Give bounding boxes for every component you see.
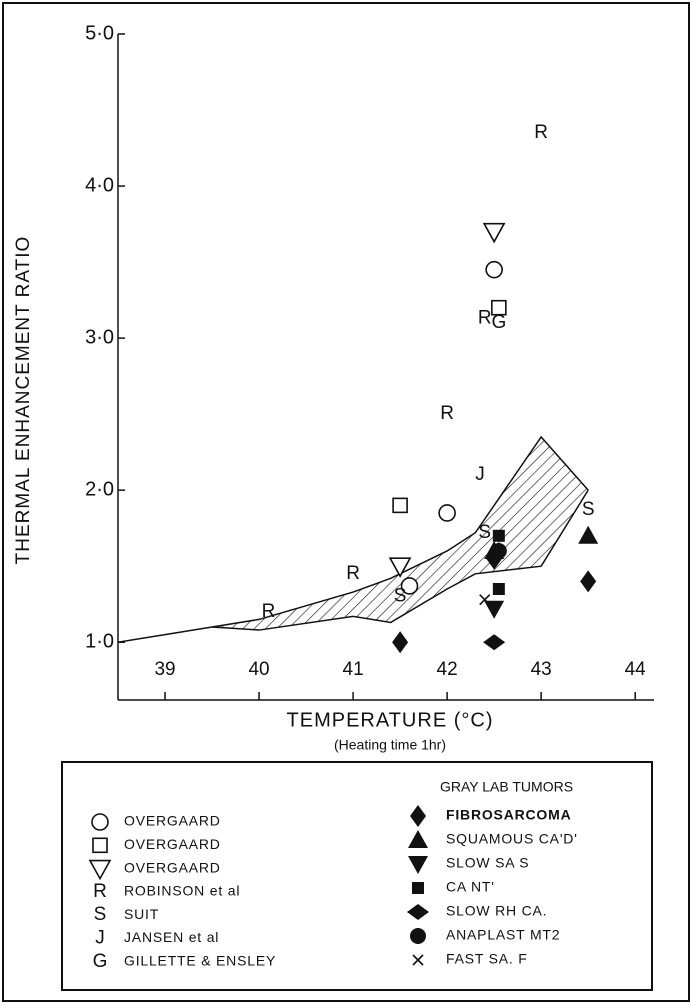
marker-letter: R: [440, 403, 454, 424]
marker-triangle: [388, 557, 412, 578]
marker-letter: R: [346, 563, 360, 584]
y-tick-label: 3·0: [85, 326, 114, 348]
marker-circle: [490, 542, 507, 559]
legend-label: OVERGAARD: [124, 859, 221, 875]
marker-circle: [438, 504, 456, 522]
marker-triangle: [88, 859, 112, 881]
legend-label: FIBROSARCOMA: [446, 807, 571, 823]
y-tick-label: 5·0: [85, 22, 114, 44]
marker-diamond: [483, 634, 506, 651]
x-tick-label: 41: [343, 659, 364, 680]
legend-label: FAST SA. F: [446, 951, 528, 967]
legend-label: SQUAMOUS CA'D': [446, 831, 578, 847]
marker-square: [492, 583, 505, 595]
y-tick-label: 1·0: [85, 631, 114, 653]
x-axis-label: TEMPERATURE (°C): [287, 709, 494, 731]
marker-x: [479, 594, 491, 606]
marker-letter: J: [95, 928, 105, 949]
x-tick-label: 44: [625, 659, 647, 680]
marker-letter: G: [93, 951, 108, 972]
marker-letter: S: [478, 522, 491, 543]
x-tick-label: 40: [248, 659, 269, 680]
marker-diamond: [407, 904, 429, 920]
legend-label: SLOW SA S: [446, 855, 529, 871]
legend-label: ROBINSON et al: [124, 883, 240, 899]
marker-letter: S: [582, 499, 595, 520]
y-tick-label: 2·0: [85, 478, 114, 500]
lead-line: [117, 626, 213, 643]
marker-circle: [410, 928, 426, 944]
marker-triangle: [482, 222, 506, 244]
marker-circle: [400, 577, 419, 595]
marker-circle: [485, 260, 503, 279]
legend-group-title: GRAY LAB TUMORS: [440, 779, 573, 795]
marker-triangle: [408, 856, 428, 874]
x-tick-label: 42: [437, 659, 458, 680]
legend-label: JANSEN et al: [124, 929, 219, 945]
marker-letter: R: [534, 122, 548, 143]
legend-label: GILLETTE & ENSLEY: [124, 953, 276, 969]
legend-label: SLOW RH CA.: [446, 903, 547, 919]
marker-letter: R: [93, 881, 107, 902]
y-tick-label: 4·0: [85, 174, 114, 196]
marker-square: [92, 837, 108, 854]
marker-square: [412, 882, 424, 894]
marker-diamond: [410, 805, 426, 827]
marker-square: [392, 497, 408, 514]
x-axis-sublabel: (Heating time 1hr): [334, 737, 446, 753]
marker-letter: R: [262, 601, 276, 622]
marker-letter: G: [491, 312, 506, 333]
legend-label: OVERGAARD: [124, 813, 221, 829]
marker-triangle: [484, 600, 505, 619]
legend-box: [61, 761, 653, 991]
marker-circle: [91, 813, 109, 831]
y-axis-label: THERMAL ENHANCEMENT RATIO: [13, 236, 34, 565]
legend-label: CA NT': [446, 879, 495, 895]
marker-diamond: [580, 570, 597, 593]
marker-square: [492, 529, 505, 542]
band-lower: [211, 489, 589, 631]
marker-diamond: [392, 631, 409, 654]
marker-letter: J: [475, 464, 485, 485]
band-fill: [212, 436, 589, 631]
legend-label: ANAPLAST MT2: [446, 927, 560, 943]
marker-letter: S: [94, 904, 107, 925]
marker-letter: S: [394, 586, 407, 607]
marker-square: [491, 299, 507, 316]
marker-triangle: [408, 830, 428, 848]
legend-label: SUIT: [124, 906, 159, 922]
legend-label: OVERGAARD: [124, 836, 221, 852]
x-tick-label: 43: [531, 659, 552, 680]
x-tick-label: 39: [154, 659, 175, 680]
marker-letter: R: [478, 307, 492, 328]
marker-triangle: [578, 525, 599, 544]
marker-x: [412, 954, 424, 966]
band-upper: [211, 435, 589, 628]
